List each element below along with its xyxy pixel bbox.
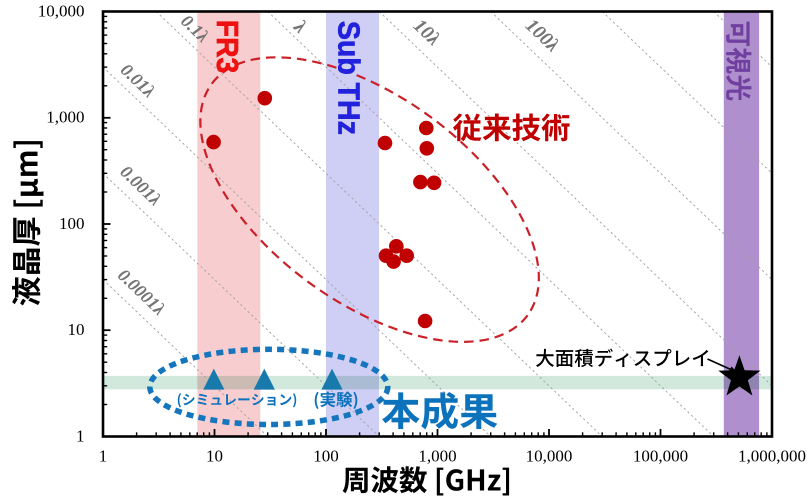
svg-text:1,000,000: 1,000,000	[738, 447, 806, 466]
svg-text:10,000: 10,000	[38, 1, 85, 20]
svg-text:100: 100	[59, 214, 85, 233]
svg-text:1: 1	[99, 447, 108, 466]
svg-text:100: 100	[313, 447, 339, 466]
svg-text:1: 1	[76, 426, 85, 445]
svg-text:10,000: 10,000	[526, 447, 573, 466]
svg-text:10: 10	[206, 447, 223, 466]
svg-text:Sub THz: Sub THz	[331, 21, 366, 135]
svg-text:1,000: 1,000	[46, 108, 84, 127]
svg-text:10: 10	[68, 320, 85, 339]
svg-text:FR3: FR3	[210, 20, 245, 74]
svg-text:1,000: 1,000	[418, 447, 456, 466]
svg-text:100,000: 100,000	[633, 447, 688, 466]
